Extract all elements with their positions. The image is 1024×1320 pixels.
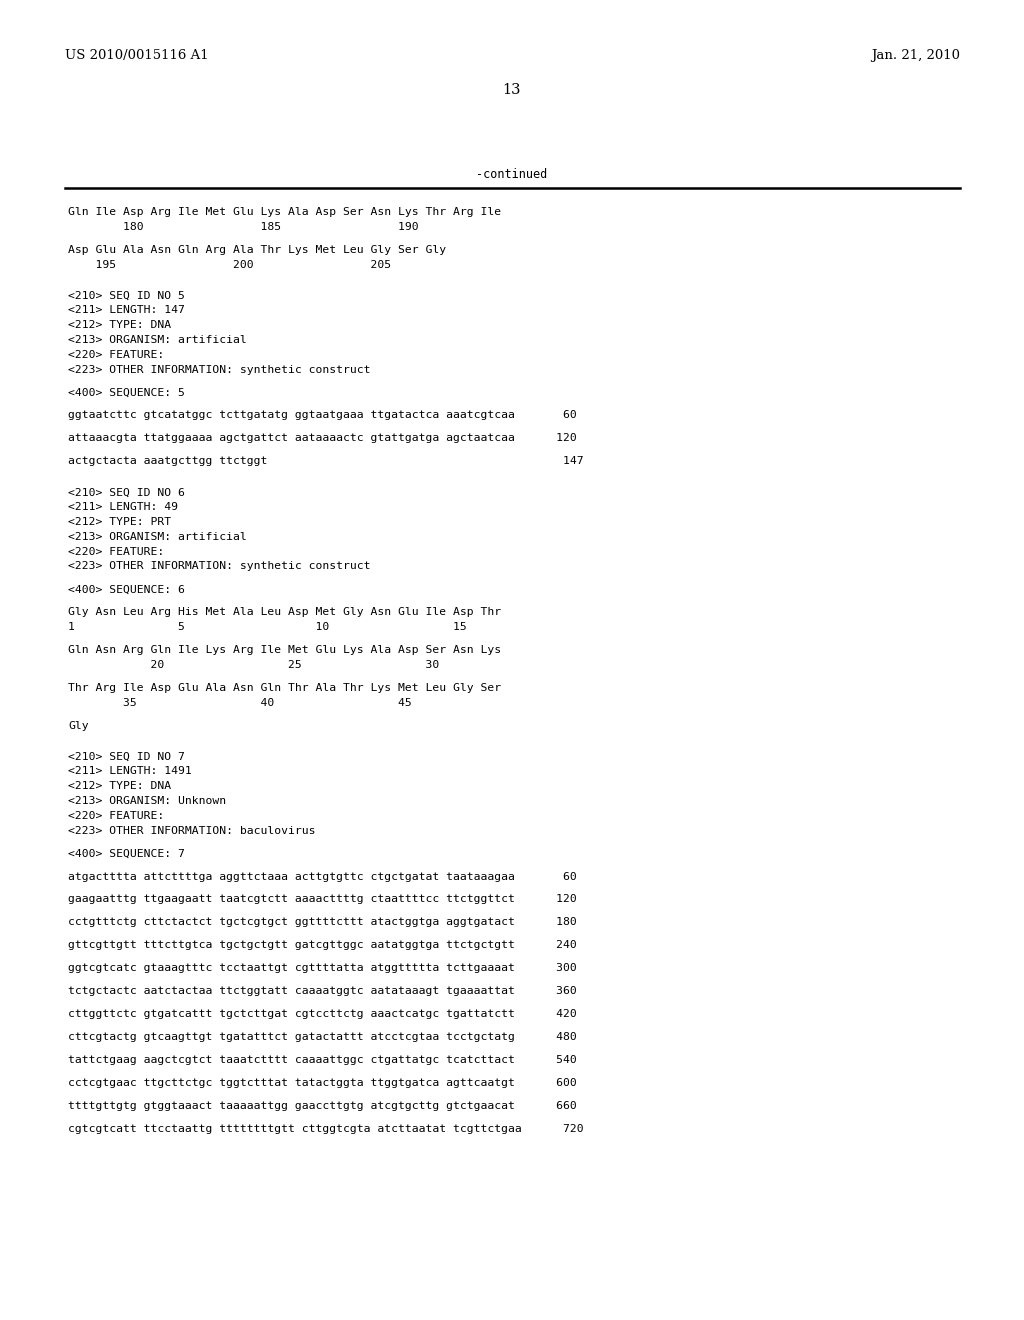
Text: -continued: -continued <box>476 169 548 181</box>
Text: cctcgtgaac ttgcttctgc tggtctttat tatactggta ttggtgatca agttcaatgt      600: cctcgtgaac ttgcttctgc tggtctttat tatactg… <box>68 1078 577 1088</box>
Text: <212> TYPE: DNA: <212> TYPE: DNA <box>68 781 171 791</box>
Text: 35                  40                  45: 35 40 45 <box>68 697 412 708</box>
Text: <400> SEQUENCE: 7: <400> SEQUENCE: 7 <box>68 849 185 858</box>
Text: <211> LENGTH: 147: <211> LENGTH: 147 <box>68 305 185 315</box>
Text: <213> ORGANISM: Unknown: <213> ORGANISM: Unknown <box>68 796 226 807</box>
Text: Thr Arg Ile Asp Glu Ala Asn Gln Thr Ala Thr Lys Met Leu Gly Ser: Thr Arg Ile Asp Glu Ala Asn Gln Thr Ala … <box>68 682 501 693</box>
Text: actgctacta aaatgcttgg ttctggt                                           147: actgctacta aaatgcttgg ttctggt 147 <box>68 457 584 466</box>
Text: <220> FEATURE:: <220> FEATURE: <box>68 350 164 360</box>
Text: <220> FEATURE:: <220> FEATURE: <box>68 546 164 557</box>
Text: gttcgttgtt tttcttgtca tgctgctgtt gatcgttggc aatatggtga ttctgctgtt      240: gttcgttgtt tttcttgtca tgctgctgtt gatcgtt… <box>68 940 577 950</box>
Text: tattctgaag aagctcgtct taaatctttt caaaattggc ctgattatgc tcatcttact      540: tattctgaag aagctcgtct taaatctttt caaaatt… <box>68 1055 577 1065</box>
Text: 13: 13 <box>503 83 521 96</box>
Text: <213> ORGANISM: artificial: <213> ORGANISM: artificial <box>68 532 247 541</box>
Text: ggtaatcttc gtcatatggc tcttgatatg ggtaatgaaa ttgatactca aaatcgtcaa       60: ggtaatcttc gtcatatggc tcttgatatg ggtaatg… <box>68 411 577 421</box>
Text: Gly Asn Leu Arg His Met Ala Leu Asp Met Gly Asn Glu Ile Asp Thr: Gly Asn Leu Arg His Met Ala Leu Asp Met … <box>68 607 501 618</box>
Text: <400> SEQUENCE: 5: <400> SEQUENCE: 5 <box>68 388 185 397</box>
Text: Jan. 21, 2010: Jan. 21, 2010 <box>871 49 961 62</box>
Text: 180                 185                 190: 180 185 190 <box>68 222 419 232</box>
Text: <211> LENGTH: 1491: <211> LENGTH: 1491 <box>68 767 191 776</box>
Text: 1               5                   10                  15: 1 5 10 15 <box>68 622 467 632</box>
Text: cgtcgtcatt ttcctaattg ttttttttgtt cttggtcgta atcttaatat tcgttctgaa      720: cgtcgtcatt ttcctaattg ttttttttgtt cttggt… <box>68 1123 584 1134</box>
Text: Gln Asn Arg Gln Ile Lys Arg Ile Met Glu Lys Ala Asp Ser Asn Lys: Gln Asn Arg Gln Ile Lys Arg Ile Met Glu … <box>68 645 501 655</box>
Text: <210> SEQ ID NO 5: <210> SEQ ID NO 5 <box>68 290 185 301</box>
Text: atgactttta attcttttga aggttctaaa acttgtgttc ctgctgatat taataaagaa       60: atgactttta attcttttga aggttctaaa acttgtg… <box>68 871 577 882</box>
Text: cttggttctc gtgatcattt tgctcttgat cgtccttctg aaactcatgc tgattatctt      420: cttggttctc gtgatcattt tgctcttgat cgtcctt… <box>68 1010 577 1019</box>
Text: <223> OTHER INFORMATION: baculovirus: <223> OTHER INFORMATION: baculovirus <box>68 825 315 836</box>
Text: cctgtttctg cttctactct tgctcgtgct ggttttcttt atactggtga aggtgatact      180: cctgtttctg cttctactct tgctcgtgct ggttttc… <box>68 917 577 928</box>
Text: <400> SEQUENCE: 6: <400> SEQUENCE: 6 <box>68 585 185 594</box>
Text: <210> SEQ ID NO 7: <210> SEQ ID NO 7 <box>68 751 185 762</box>
Text: Gln Ile Asp Arg Ile Met Glu Lys Ala Asp Ser Asn Lys Thr Arg Ile: Gln Ile Asp Arg Ile Met Glu Lys Ala Asp … <box>68 207 501 216</box>
Text: <223> OTHER INFORMATION: synthetic construct: <223> OTHER INFORMATION: synthetic const… <box>68 364 371 375</box>
Text: <213> ORGANISM: artificial: <213> ORGANISM: artificial <box>68 335 247 345</box>
Text: 20                  25                  30: 20 25 30 <box>68 660 439 669</box>
Text: US 2010/0015116 A1: US 2010/0015116 A1 <box>65 49 209 62</box>
Text: <212> TYPE: DNA: <212> TYPE: DNA <box>68 321 171 330</box>
Text: Asp Glu Ala Asn Gln Arg Ala Thr Lys Met Leu Gly Ser Gly: Asp Glu Ala Asn Gln Arg Ala Thr Lys Met … <box>68 244 446 255</box>
Text: attaaacgta ttatggaaaa agctgattct aataaaactc gtattgatga agctaatcaa      120: attaaacgta ttatggaaaa agctgattct aataaaa… <box>68 433 577 444</box>
Text: <220> FEATURE:: <220> FEATURE: <box>68 810 164 821</box>
Text: <211> LENGTH: 49: <211> LENGTH: 49 <box>68 502 178 512</box>
Text: gaagaatttg ttgaagaatt taatcgtctt aaaacttttg ctaattttcc ttctggttct      120: gaagaatttg ttgaagaatt taatcgtctt aaaactt… <box>68 895 577 904</box>
Text: 195                 200                 205: 195 200 205 <box>68 260 391 269</box>
Text: ttttgttgtg gtggtaaact taaaaattgg gaaccttgtg atcgtgcttg gtctgaacat      660: ttttgttgtg gtggtaaact taaaaattgg gaacctt… <box>68 1101 577 1111</box>
Text: <212> TYPE: PRT: <212> TYPE: PRT <box>68 517 171 527</box>
Text: cttcgtactg gtcaagttgt tgatatttct gatactattt atcctcgtaa tcctgctatg      480: cttcgtactg gtcaagttgt tgatatttct gatacta… <box>68 1032 577 1041</box>
Text: tctgctactc aatctactaa ttctggtatt caaaatggtc aatataaagt tgaaaattat      360: tctgctactc aatctactaa ttctggtatt caaaatg… <box>68 986 577 997</box>
Text: Gly: Gly <box>68 721 89 730</box>
Text: ggtcgtcatc gtaaagtttc tcctaattgt cgttttatta atggttttta tcttgaaaat      300: ggtcgtcatc gtaaagtttc tcctaattgt cgtttta… <box>68 964 577 973</box>
Text: <223> OTHER INFORMATION: synthetic construct: <223> OTHER INFORMATION: synthetic const… <box>68 561 371 572</box>
Text: <210> SEQ ID NO 6: <210> SEQ ID NO 6 <box>68 487 185 498</box>
